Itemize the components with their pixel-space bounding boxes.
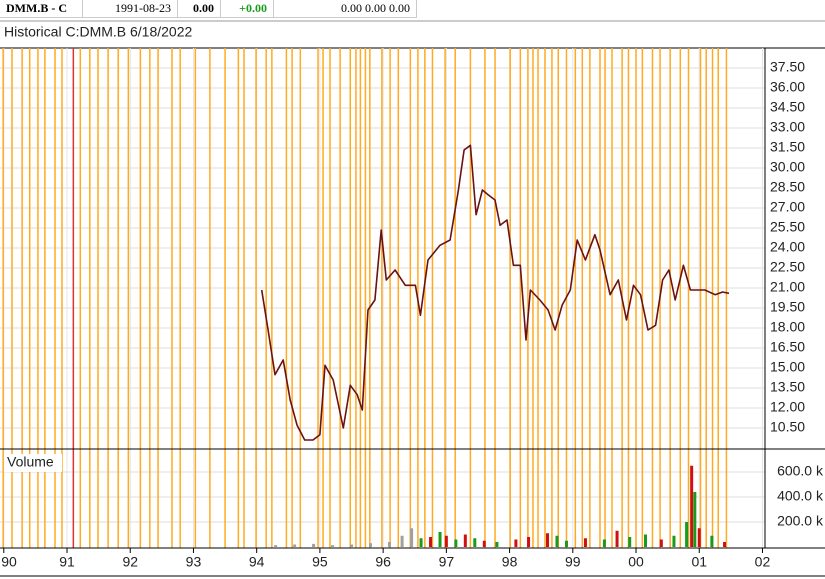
symbol: DMM.B - C: [0, 0, 83, 18]
x-tick-label: 90: [1, 554, 17, 570]
volume-bar: [723, 542, 727, 547]
y-tick-label: 13.50: [770, 379, 805, 395]
volume-bar: [710, 535, 714, 547]
volume-bar: [615, 530, 619, 547]
volume-bar: [350, 544, 354, 547]
volume-bar: [527, 537, 531, 547]
x-tick-label: 98: [502, 554, 518, 570]
change: +0.00: [221, 0, 274, 18]
volume-bar: [685, 522, 689, 547]
volume-label: Volume: [7, 454, 54, 470]
date: 1991-08-23: [83, 0, 178, 18]
x-tick-label: 97: [439, 554, 455, 570]
x-tick-label: 95: [312, 554, 328, 570]
volume-bar: [697, 528, 701, 547]
y-tick-label: 25.50: [770, 219, 805, 235]
x-tick-label: 96: [375, 554, 391, 570]
volume-bar: [444, 535, 448, 547]
y-tick-label: 33.00: [770, 119, 805, 135]
volume-bar: [583, 538, 587, 547]
volume-bar: [454, 539, 458, 547]
y-tick-label: 12.00: [770, 399, 805, 415]
x-tick-label: 00: [628, 554, 644, 570]
chart-title: Historical C:DMM.B 6/18/2022: [4, 24, 193, 40]
volume-bar: [419, 538, 423, 547]
volume-bar: [429, 537, 433, 547]
volume-bar: [602, 539, 606, 547]
y-tick-label: 31.50: [770, 139, 805, 155]
x-tick-label: 99: [565, 554, 581, 570]
volume-bar: [312, 543, 316, 547]
x-tick-label: 91: [59, 554, 75, 570]
y-tick-label: 10.50: [770, 419, 805, 435]
volume-bar: [387, 542, 391, 547]
x-tick-label: 02: [755, 554, 771, 570]
price-line: [260, 144, 730, 441]
volume-label-bg: [4, 454, 62, 472]
y2-tick-label: 400.0 k: [777, 488, 824, 504]
volume-bar: [495, 542, 499, 547]
volume-bar: [690, 465, 694, 547]
volume-bar: [555, 535, 559, 547]
y-tick-label: 19.50: [770, 299, 805, 315]
y-tick-label: 30.00: [770, 159, 805, 175]
volume-bar: [644, 534, 648, 547]
last: 0.00: [178, 0, 221, 18]
y-tick-label: 37.50: [770, 59, 805, 75]
y-tick-label: 34.50: [770, 99, 805, 115]
volume-bar: [463, 534, 467, 547]
volume-bar: [628, 537, 632, 547]
x-tick-label: 93: [186, 554, 202, 570]
x-tick-label: 01: [691, 554, 707, 570]
y-tick-label: 18.00: [770, 319, 805, 335]
y-tick-label: 28.50: [770, 179, 805, 195]
y-tick-label: 16.50: [770, 339, 805, 355]
volume-bar: [564, 540, 568, 547]
volume-bar: [514, 539, 518, 547]
y-tick-label: 22.50: [770, 259, 805, 275]
volume-bar: [659, 539, 663, 547]
volume-bar: [473, 538, 477, 547]
y-tick-label: 24.00: [770, 239, 805, 255]
volume-bar: [482, 540, 486, 547]
quote-bar: DMM.B - C 1991-08-23 0.00 +0.00 0.00 0.0…: [0, 0, 417, 18]
volume-bar: [438, 532, 442, 547]
volume-bar: [368, 543, 372, 547]
y-tick-label: 21.00: [770, 279, 805, 295]
x-tick-label: 94: [249, 554, 265, 570]
volume-bar: [672, 535, 676, 547]
ohlc: 0.00 0.00 0.00: [274, 0, 417, 18]
y2-tick-label: 600.0 k: [777, 463, 824, 479]
volume-bar: [274, 545, 278, 547]
volume-bar: [410, 528, 414, 547]
volume-bar: [331, 545, 335, 547]
y-tick-label: 15.00: [770, 359, 805, 375]
volume-bar: [693, 492, 697, 547]
volume-bar: [400, 535, 404, 547]
volume-bar: [293, 544, 297, 547]
y2-tick-label: 200.0 k: [777, 513, 824, 529]
x-tick-label: 92: [122, 554, 138, 570]
volume-bar: [546, 533, 550, 547]
y-tick-label: 27.00: [770, 199, 805, 215]
y-tick-label: 36.00: [770, 79, 805, 95]
